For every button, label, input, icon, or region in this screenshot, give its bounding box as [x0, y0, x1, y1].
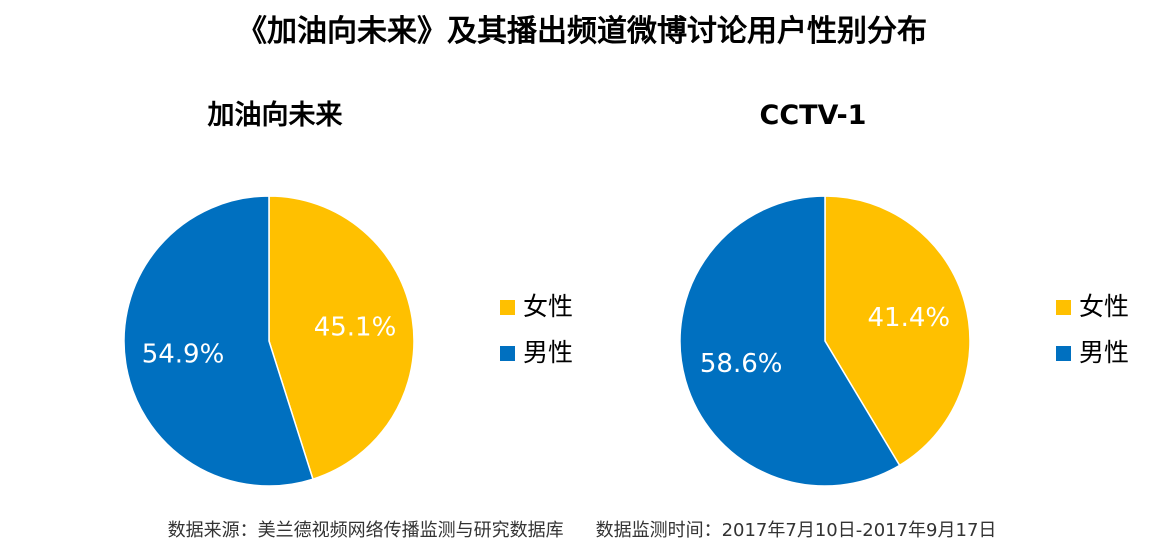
chart-title-2: CCTV-1 [759, 100, 867, 131]
monitoring-date-text: 数据监测时间：2017年7月10日-2017年9月17日 [595, 520, 997, 541]
legend-label-male: 男性 [1079, 338, 1130, 367]
legend-item-female: 女性 [500, 284, 610, 330]
source-note: 数据来源：美兰德视频网络传播监测与研究数据库 数据监测时间：2017年7月10日-… [0, 516, 1164, 546]
legend-label-female: 女性 [1079, 292, 1130, 321]
pie-slice-male [679, 195, 901, 487]
pie-chart-1: 45.1% 54.9% [123, 195, 415, 487]
legend-item-male: 男性 [1056, 330, 1164, 376]
pie-slice-male [123, 195, 314, 487]
source-text: 数据来源：美兰德视频网络传播监测与研究数据库 [167, 520, 564, 541]
legend-swatch-female [500, 299, 515, 315]
legend-label-female: 女性 [523, 292, 574, 321]
legend-2: 女性 男性 [1056, 284, 1164, 376]
pie-slice-female [268, 195, 415, 481]
pie-label-female: 45.1% [314, 313, 397, 343]
page-title: 《加油向未来》及其播出频道微博讨论用户性别分布 [237, 14, 927, 49]
pie-label-male: 54.9% [142, 339, 225, 369]
legend-item-male: 男性 [500, 330, 610, 376]
pie-label-male: 58.6% [700, 349, 783, 379]
chart-title-1: 加油向未来 [207, 100, 343, 131]
pie-slice-female [824, 195, 971, 467]
legend-swatch-male [1056, 345, 1071, 361]
pie-chart-2: 41.4% 58.6% [679, 195, 971, 487]
pie-label-female: 41.4% [867, 303, 950, 333]
legend-label-male: 男性 [523, 338, 574, 367]
legend-1: 女性 男性 [500, 284, 610, 376]
legend-swatch-female [1056, 299, 1071, 315]
legend-item-female: 女性 [1056, 284, 1164, 330]
legend-swatch-male [500, 345, 515, 361]
